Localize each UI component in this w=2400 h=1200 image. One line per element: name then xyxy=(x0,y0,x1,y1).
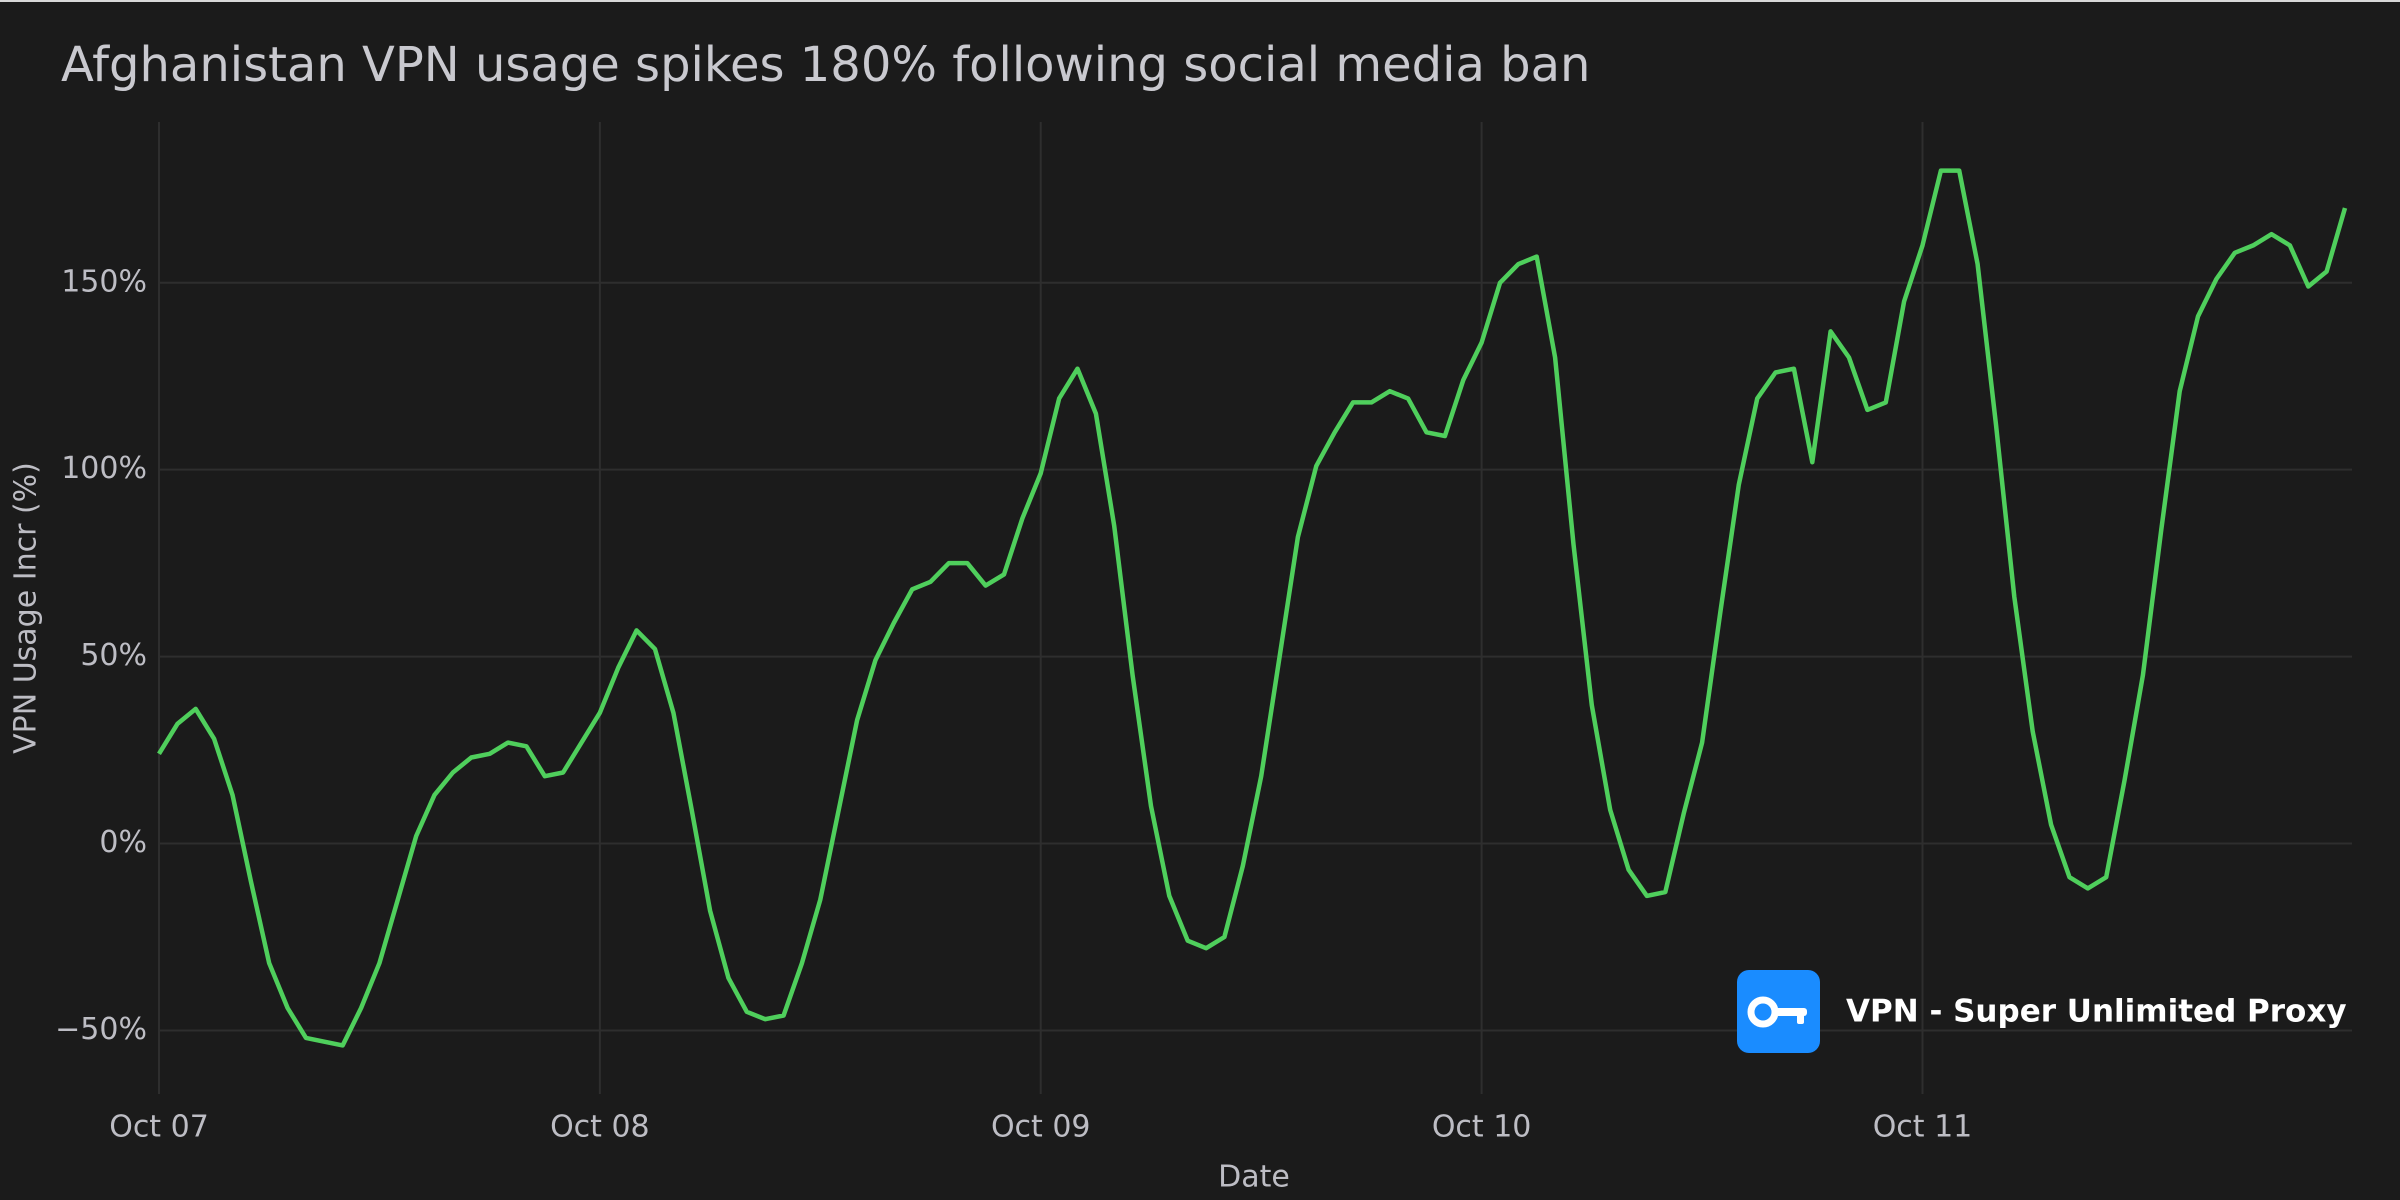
data-line xyxy=(157,168,2348,1048)
y-tick-label: 0% xyxy=(99,825,147,860)
y-axis-label: VPN Usage Incr (%) xyxy=(9,462,44,754)
x-tick-label: Oct 10 xyxy=(1432,1110,1532,1145)
watermark: VPN - Super Unlimited Proxy xyxy=(1846,994,2347,1030)
grid xyxy=(158,122,2352,1094)
y-tick-label: 150% xyxy=(61,264,147,299)
x-axis-label: Date xyxy=(1218,1160,1290,1195)
plot xyxy=(157,168,2348,1048)
y-tick-label: 100% xyxy=(61,451,147,486)
x-tick-label: Oct 09 xyxy=(991,1110,1091,1145)
y-tick-label: 50% xyxy=(80,638,147,673)
x-tick-label: Oct 11 xyxy=(1873,1110,1973,1145)
watermark-icon xyxy=(1737,970,1820,1053)
y-tick-label: −50% xyxy=(55,1012,147,1047)
chart-title: Afghanistan VPN usage spikes 180% follow… xyxy=(61,37,1590,93)
x-tick-label: Oct 07 xyxy=(109,1110,209,1145)
x-tick-label: Oct 08 xyxy=(550,1110,650,1145)
